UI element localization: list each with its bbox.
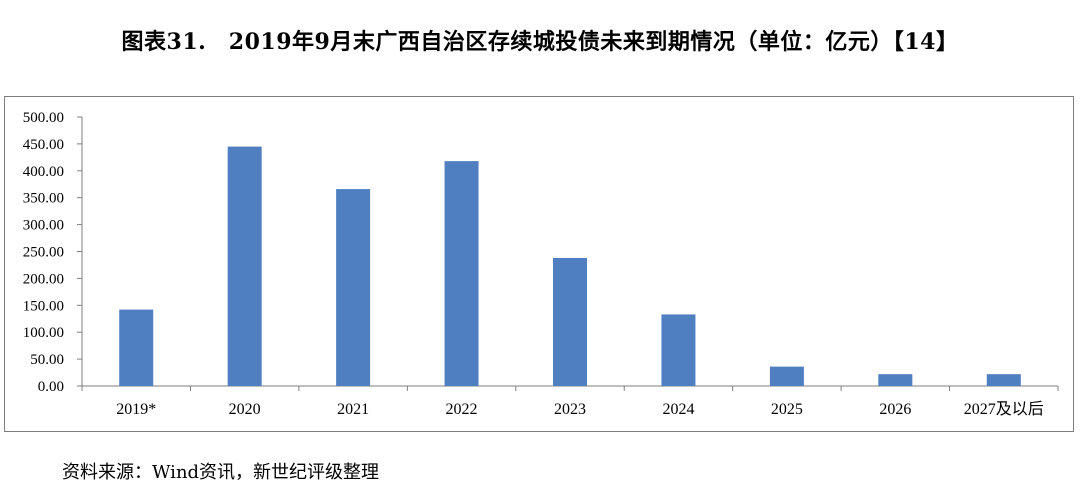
x-tick-label: 2025 bbox=[771, 401, 803, 418]
source-note: 资料来源：Wind资讯，新世纪评级整理 bbox=[62, 462, 380, 483]
y-tick-label: 100.00 bbox=[23, 325, 64, 341]
bar bbox=[661, 314, 696, 386]
bar bbox=[553, 257, 587, 386]
bar bbox=[119, 309, 154, 386]
x-tick-label: 2021 bbox=[337, 401, 369, 418]
y-tick-label: 500.00 bbox=[23, 110, 64, 126]
y-tick-label: 250.00 bbox=[23, 245, 64, 261]
y-tick-label: 400.00 bbox=[23, 164, 64, 180]
bar bbox=[878, 374, 913, 386]
x-tick-label: 2020 bbox=[229, 401, 261, 418]
x-tick-label: 2024 bbox=[662, 401, 694, 418]
x-tick-label: 2023 bbox=[554, 401, 586, 418]
y-tick-label: 50.00 bbox=[30, 352, 64, 368]
chart-frame bbox=[4, 96, 1074, 432]
y-tick-label: 300.00 bbox=[23, 218, 64, 234]
x-tick-label: 2022 bbox=[446, 401, 478, 418]
x-tick-label: 2019* bbox=[116, 401, 156, 418]
bar bbox=[336, 189, 371, 386]
y-tick-label: 350.00 bbox=[23, 191, 64, 207]
y-tick-label: 200.00 bbox=[23, 271, 64, 287]
bar bbox=[769, 366, 804, 386]
chart-title: 图表31. 2019年9月末广西自治区存续城投债未来到期情况（单位：亿元）【14… bbox=[121, 29, 959, 55]
x-tick-label: 2026 bbox=[879, 401, 911, 418]
x-tick-label: 2027及以后 bbox=[964, 400, 1044, 418]
y-tick-label: 150.00 bbox=[23, 298, 64, 314]
bar bbox=[444, 161, 479, 386]
y-tick-label: 450.00 bbox=[23, 137, 64, 153]
bar bbox=[227, 146, 262, 386]
bar bbox=[986, 374, 1021, 386]
y-tick-label: 0.00 bbox=[38, 379, 64, 395]
